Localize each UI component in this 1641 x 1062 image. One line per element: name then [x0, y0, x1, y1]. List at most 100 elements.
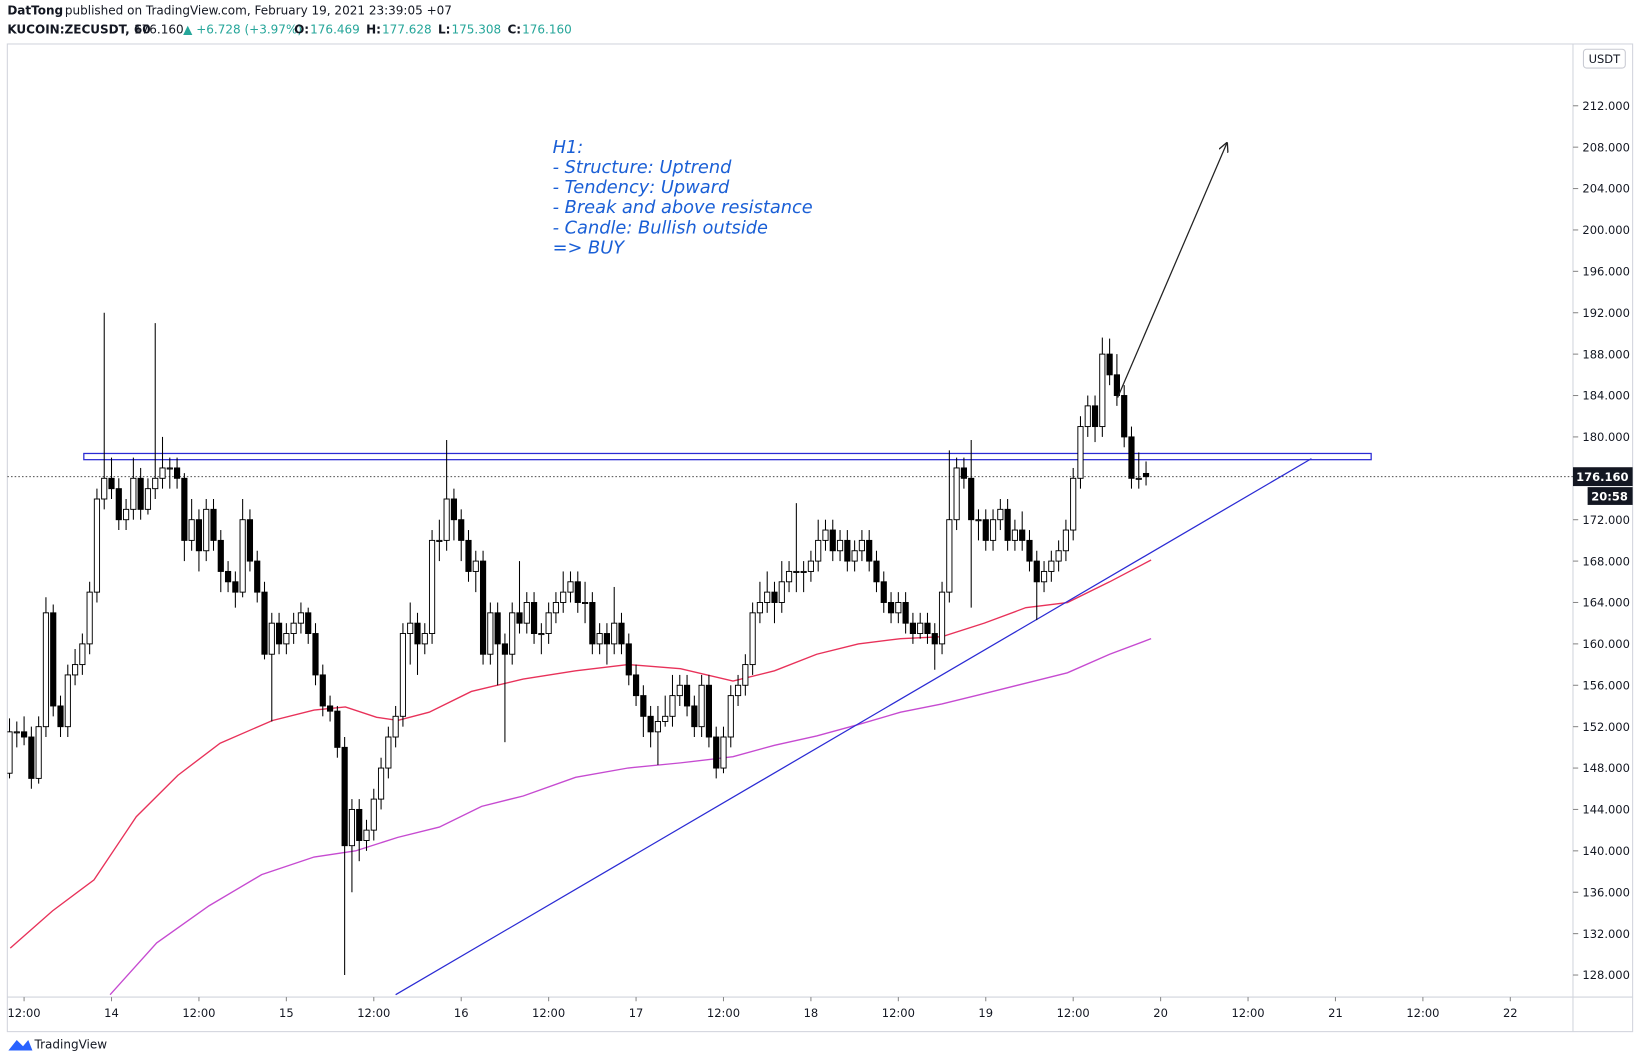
candle-body: [487, 612, 494, 655]
candle-body: [93, 498, 101, 593]
x-tick-label: 12:00: [1231, 1006, 1264, 1020]
candle-body: [589, 602, 596, 645]
candle-body: [377, 767, 385, 800]
y-tick-label: 140.000: [1582, 844, 1630, 858]
candle-body: [574, 581, 581, 603]
candle-body: [581, 602, 589, 605]
ohlc-label: O:: [294, 23, 309, 37]
x-tick-label: 12:00: [8, 1006, 41, 1020]
candle-body: [1062, 529, 1069, 552]
candle-body: [494, 612, 501, 645]
candle-body: [909, 622, 916, 635]
annotation-line: - Candle: Bullish outside: [553, 217, 768, 238]
candle-body: [319, 674, 326, 707]
candle-body: [436, 539, 443, 542]
x-tick-label: 16: [454, 1006, 469, 1020]
candle-body: [115, 488, 122, 521]
candle-body: [1091, 405, 1099, 428]
candle-body: [297, 612, 305, 624]
candle-body: [603, 633, 611, 645]
candle-body: [836, 539, 844, 552]
candle-body: [727, 695, 734, 738]
frame: [6, 43, 1634, 1033]
candle-body: [560, 591, 567, 603]
candle-body: [676, 684, 683, 697]
y-tick-label: 200.000: [1582, 223, 1630, 237]
plot: H1: - Structure: Uptrend - Tendency: Upwar…: [7, 137, 1573, 996]
candle-body: [654, 721, 662, 733]
candle-body: [946, 519, 953, 593]
candle-body: [217, 539, 224, 572]
candle-body: [254, 560, 261, 593]
candle-body: [363, 829, 370, 841]
candle-body: [13, 731, 20, 734]
candle-body: [1099, 353, 1106, 428]
candle-body: [312, 633, 319, 676]
x-tick-label: 12:00: [882, 1006, 915, 1020]
candle-body: [815, 539, 822, 562]
y-tick-label: 172.000: [1582, 513, 1630, 527]
candle-body: [1135, 477, 1142, 480]
candle-body: [79, 643, 86, 666]
trendline: [395, 458, 1312, 996]
candle-body: [997, 508, 1004, 521]
candle-body: [742, 664, 749, 686]
ohlc-value: 176.469: [310, 23, 360, 37]
candle-body: [428, 539, 436, 635]
y-tick-label: 132.000: [1582, 927, 1630, 941]
candle-body: [57, 705, 64, 728]
annotation-line: - Tendency: Upward: [553, 177, 730, 198]
candle-body: [465, 539, 472, 572]
candle-body: [851, 550, 858, 562]
candle-body: [334, 710, 341, 748]
y-tick-label: 164.000: [1582, 596, 1630, 610]
candle-body: [793, 570, 800, 573]
ohlc-value: 177.628: [382, 23, 432, 37]
candle-body: [181, 477, 188, 541]
candle-body: [756, 602, 764, 614]
candle-body: [1019, 529, 1026, 541]
ohlc-label: C:: [507, 23, 521, 37]
annotation: H1: - Structure: Uptrend - Tendency: Upwar…: [553, 137, 813, 259]
y-tick-label: 152.000: [1582, 720, 1630, 734]
x-tick-label: 12:00: [1406, 1006, 1439, 1020]
candle-body: [968, 477, 975, 521]
candle-body: [101, 477, 108, 500]
candle-body: [458, 519, 465, 541]
candle-body: [20, 731, 28, 738]
candle-body: [1055, 550, 1062, 562]
candle-body: [137, 477, 144, 510]
candle-body: [530, 602, 538, 635]
candle-body: [647, 715, 654, 733]
candle-body: [326, 705, 334, 712]
author: DatTong: [7, 4, 63, 18]
ohlc-value: 175.308: [452, 23, 502, 37]
candle-body: [421, 633, 428, 645]
candle-body: [1142, 472, 1150, 478]
candle-body: [348, 808, 356, 847]
candle-body: [866, 539, 873, 562]
candle-body: [261, 591, 268, 655]
candle-body: [166, 467, 173, 470]
currency-box: [1582, 48, 1626, 69]
candle-body: [749, 612, 756, 666]
candle-body: [283, 633, 290, 645]
candle-body: [50, 612, 57, 707]
candle-body: [305, 612, 312, 635]
candle-body: [268, 622, 275, 655]
countdown-box: [1587, 487, 1633, 505]
annotation-line: - Break and above resistance: [553, 197, 813, 218]
candle-body: [713, 736, 720, 769]
candle-body: [829, 529, 836, 552]
y-tick-label: 212.000: [1582, 99, 1630, 113]
candle-body: [173, 467, 181, 479]
last-price-label: 176.160: [1576, 470, 1628, 484]
resistance-zone: [83, 452, 1372, 461]
candle-body: [414, 622, 421, 645]
candle-body: [844, 539, 851, 562]
candle-body: [902, 602, 909, 624]
x-tick-label: 20: [1153, 1006, 1168, 1020]
candle-body: [407, 622, 414, 635]
symbol: KUCOIN:ZECUSDT, 60: [7, 23, 150, 37]
